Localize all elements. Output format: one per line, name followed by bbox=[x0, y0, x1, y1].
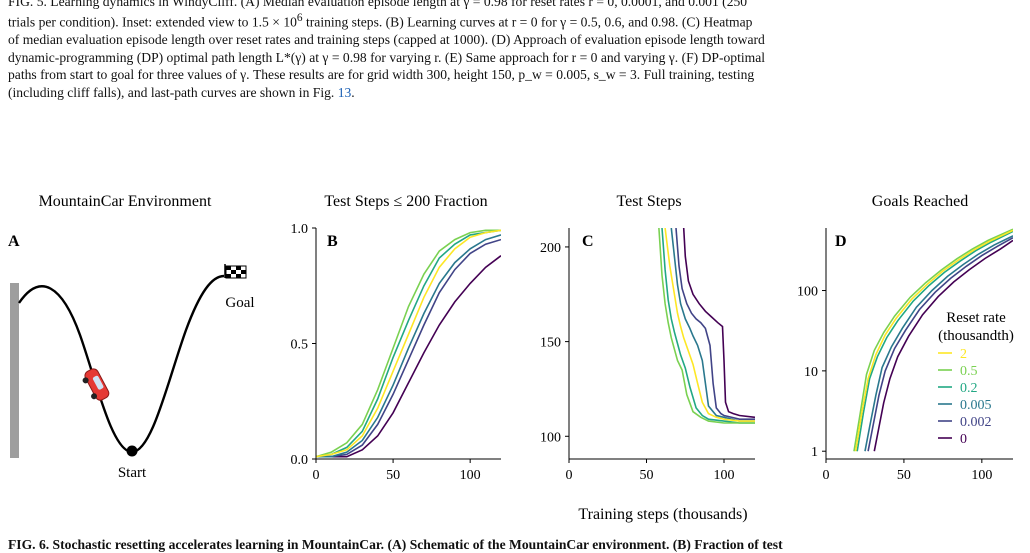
panel-b-title: Test Steps ≤ 200 Fraction bbox=[324, 193, 487, 210]
legend-title-1: Reset rate bbox=[946, 310, 1006, 326]
legend-label-0: 0 bbox=[960, 432, 967, 447]
panel-b-series-0_5 bbox=[316, 229, 501, 458]
panel-d-x-tick-label: 0 bbox=[823, 468, 830, 483]
legend-label-0_002: 0.002 bbox=[960, 415, 992, 430]
caption-line-3: of median evaluation episode length over… bbox=[8, 32, 765, 48]
panel-d: Goals Reached D 0 50 100 1 10 100 Reset rate … bbox=[797, 193, 1014, 483]
panel-b-letter: B bbox=[327, 233, 338, 250]
panel-d-axes: 0 50 100 1 10 100 bbox=[797, 228, 1013, 483]
panel-c-plot bbox=[658, 228, 755, 424]
panel-b-axes: 0 50 100 0.0 0.5 1.0 bbox=[291, 222, 501, 483]
goal-label: Goal bbox=[225, 295, 254, 311]
panel-b-x-tick-label: 50 bbox=[386, 468, 400, 483]
panel-b-series-0_005 bbox=[316, 234, 501, 458]
left-wall bbox=[10, 283, 19, 458]
legend-label-2: 2 bbox=[960, 347, 967, 362]
panel-c-series-0_2 bbox=[661, 228, 755, 424]
caption-line-2-post: training steps. (B) Learning curves at r… bbox=[302, 14, 753, 30]
panel-d-series-2 bbox=[854, 229, 1013, 452]
panel-c-title: Test Steps bbox=[616, 193, 681, 210]
caption-line-1: FIG. 5. Learning dynamics in WindyCliff.… bbox=[8, 0, 748, 9]
caption-line-6-pre: (including cliff falls), and last-path c… bbox=[8, 84, 338, 100]
figure-13-link[interactable]: 13 bbox=[337, 84, 352, 100]
legend-label-0_2: 0.2 bbox=[960, 381, 978, 396]
panel-c-y-tick-label: 150 bbox=[540, 336, 561, 351]
panel-d-series-0_005 bbox=[864, 235, 1013, 452]
panel-d-y-tick-label: 100 bbox=[797, 285, 818, 300]
panel-c-y-tick-label: 200 bbox=[540, 241, 561, 256]
caption-line-2-sup: 6 bbox=[296, 12, 303, 25]
caption-line-2: trials per condition). Inset: extended v… bbox=[8, 10, 1022, 31]
panel-b-plot bbox=[316, 229, 501, 458]
panel-d-series-0_2 bbox=[856, 230, 1013, 452]
panel-b-y-tick-label: 0.0 bbox=[291, 453, 309, 468]
panel-d-x-tick-label: 50 bbox=[897, 468, 911, 483]
panel-d-title: Goals Reached bbox=[872, 193, 968, 210]
panel-c-y-tick-label: 100 bbox=[540, 430, 561, 445]
caption-line-6-post: . bbox=[351, 84, 355, 100]
panel-d-y-tick-label: 10 bbox=[804, 365, 818, 380]
panel-c-x-tick-label: 50 bbox=[640, 468, 654, 483]
panel-c-series-2 bbox=[664, 228, 755, 422]
mountain-curve bbox=[18, 274, 225, 454]
panel-d-series-0_002 bbox=[867, 236, 1013, 452]
legend-label-0_5: 0.5 bbox=[960, 364, 978, 379]
panel-b-x-tick-label: 100 bbox=[460, 468, 481, 483]
panel-c-series-0_005 bbox=[670, 228, 755, 422]
panel-c-series-0_002 bbox=[675, 228, 755, 421]
panel-c-x-tick-label: 0 bbox=[566, 468, 573, 483]
start-label: Start bbox=[118, 465, 147, 481]
panel-d-series-0 bbox=[873, 239, 1013, 452]
caption-line-6: (including cliff falls), and last-path c… bbox=[8, 84, 1022, 101]
panel-b-y-tick-label: 1.0 bbox=[291, 222, 309, 237]
panel-d-legend: Reset rate (thousandth) 2 0.5 0.2 0.005 0.00… bbox=[938, 310, 1014, 447]
goal-flag-icon bbox=[224, 264, 247, 279]
car-icon bbox=[82, 368, 110, 401]
caption-line-4: dynamic-programming (DP) optimal path le… bbox=[8, 49, 766, 65]
panel-c-series-0_5 bbox=[658, 228, 755, 424]
panel-c: Test Steps C 0 50 100 100 150 200 bbox=[540, 193, 755, 483]
panel-c-x-tick-label: 100 bbox=[714, 468, 735, 483]
panel-c-axes: 0 50 100 100 150 200 bbox=[540, 228, 755, 483]
panel-c-letter: C bbox=[582, 233, 594, 250]
legend-title-2: (thousandth) bbox=[938, 328, 1014, 344]
panel-a-title: MountainCar Environment bbox=[39, 193, 212, 210]
panel-b-series-0_2 bbox=[316, 229, 501, 458]
caption-line-2-pre: trials per condition). Inset: extended v… bbox=[8, 14, 297, 30]
panel-c-series-0 bbox=[682, 228, 755, 419]
panel-b-series-0 bbox=[316, 255, 501, 458]
figure-5-caption-fragment: FIG. 5. Learning dynamics in WindyCliff.… bbox=[8, 0, 1022, 101]
start-marker bbox=[126, 445, 138, 457]
panel-d-plot bbox=[853, 228, 1013, 452]
legend-label-0_005: 0.005 bbox=[960, 398, 992, 413]
figure-6-caption-start: FIG. 6. Stochastic resetting accelerates… bbox=[8, 537, 783, 552]
caption-line-5: paths from start to goal for three value… bbox=[8, 67, 755, 83]
panel-b-series-2 bbox=[316, 229, 501, 458]
panel-a: MountainCar Environment A Start Goal bbox=[8, 193, 255, 481]
panel-b-y-tick-label: 0.5 bbox=[291, 338, 309, 353]
panel-b-x-tick-label: 0 bbox=[313, 468, 320, 483]
panel-d-x-tick-label: 100 bbox=[971, 468, 992, 483]
shared-x-axis-label: Training steps (thousands) bbox=[578, 506, 747, 523]
panel-d-series-0_5 bbox=[853, 228, 1013, 452]
panel-d-y-tick-label: 1 bbox=[811, 445, 818, 460]
panel-a-letter: A bbox=[8, 233, 20, 250]
panel-b: Test Steps ≤ 200 Fraction B 0 50 100 0.0 0.5… bbox=[291, 193, 501, 483]
panel-d-letter: D bbox=[835, 233, 847, 250]
panel-b-series-0_002 bbox=[316, 238, 501, 458]
